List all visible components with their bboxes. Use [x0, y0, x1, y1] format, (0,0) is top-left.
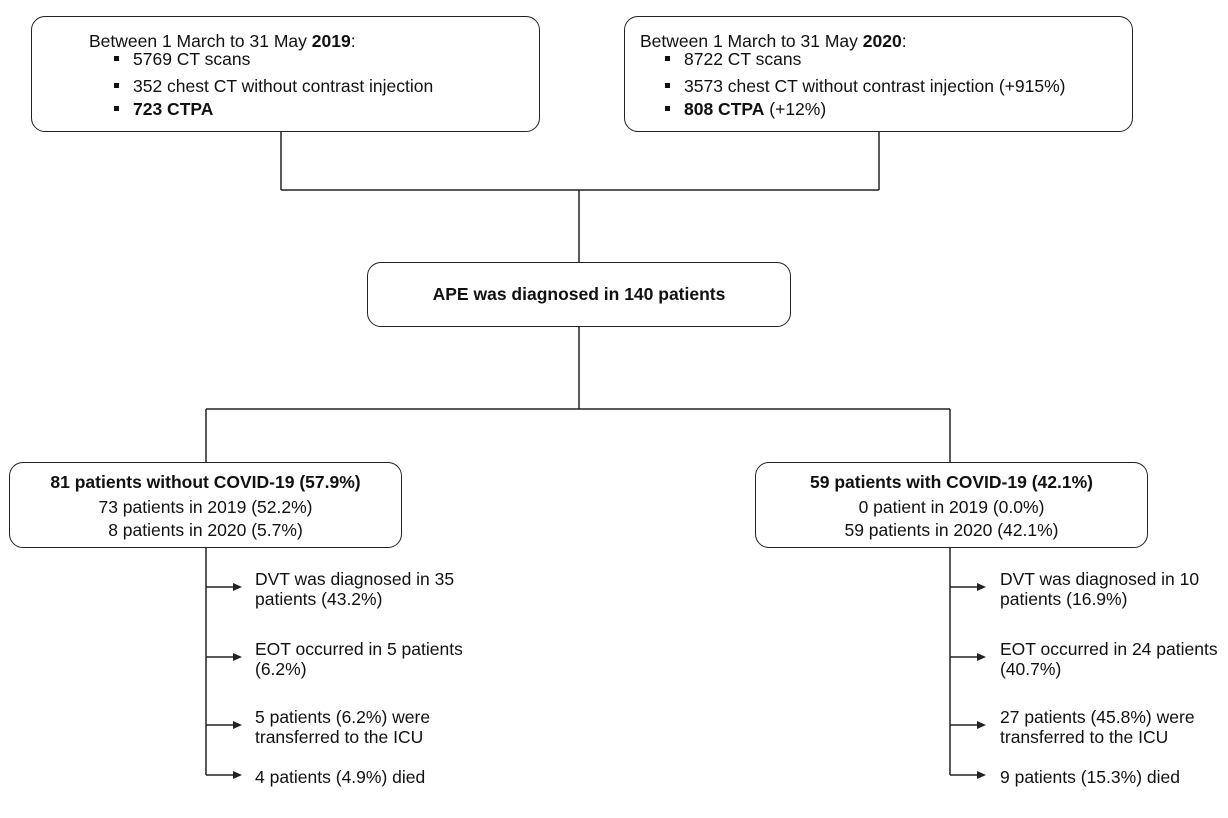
header-suffix: :	[350, 31, 356, 51]
arrowhead-right-icu	[977, 721, 986, 729]
left-outcome-icu: 5 patients (6.2%) were transferred to the…	[255, 707, 431, 747]
box-2019-item-2: 352 chest CT without contrast injection	[133, 76, 434, 96]
left-outcome-dvt: DVT was diagnosed in 35 patients (43.2%)	[255, 569, 455, 609]
right-outcome-dvt: DVT was diagnosed in 10 patients (16.9%)	[1000, 569, 1200, 609]
header-year: 2020	[862, 31, 902, 51]
right-outcome-died: 9 patients (15.3%) died	[1000, 767, 1180, 787]
arrowhead-right-dvt	[977, 583, 986, 591]
without-covid-line-2019: 73 patients in 2019 (52.2%)	[98, 497, 313, 517]
left-outcome-eot: EOT occurred in 5 patients (6.2%)	[255, 639, 463, 679]
box-2020-period	[624, 16, 1133, 132]
header-prefix: Between 1 March to 31 May	[89, 31, 312, 51]
box-2020-item-3: 808 CTPA (+12%)	[684, 99, 827, 119]
box-2020-item-2: 3573 chest CT without contrast injection…	[684, 76, 1066, 96]
bullet-icon	[665, 83, 670, 88]
bullet-icon	[114, 106, 119, 111]
without-covid-title: 81 patients without COVID-19 (57.9%)	[50, 472, 361, 492]
with-covid-line-2019: 0 patient in 2019 (0.0%)	[858, 497, 1045, 517]
with-covid-title: 59 patients with COVID-19 (42.1%)	[810, 472, 1093, 492]
ape-diagnosis-label: APE was diagnosed in 140 patients	[432, 284, 726, 304]
bullet-icon	[114, 56, 119, 61]
without-covid-line-2020: 8 patients in 2020 (5.7%)	[108, 520, 303, 540]
box-2020-item-1: 8722 CT scans	[684, 49, 802, 69]
header-year: 2019	[311, 31, 351, 51]
arrowhead-right-eot	[977, 653, 986, 661]
arrowhead-left-died	[233, 771, 242, 779]
box-with-covid	[755, 462, 1148, 548]
right-outcome-eot: EOT occurred in 24 patients (40.7%)	[1000, 639, 1218, 679]
with-covid-line-2020: 59 patients in 2020 (42.1%)	[844, 520, 1059, 540]
arrowhead-right-died	[977, 771, 986, 779]
box-without-covid	[9, 462, 402, 548]
bullet-icon	[665, 106, 670, 111]
header-suffix: :	[901, 31, 907, 51]
box-2019-period	[31, 16, 540, 132]
arrowhead-left-eot	[233, 653, 242, 661]
right-outcome-icu: 27 patients (45.8%) were transferred to t…	[1000, 707, 1195, 747]
arrowhead-left-dvt	[233, 583, 242, 591]
header-prefix: Between 1 March to 31 May	[640, 31, 863, 51]
left-outcome-died: 4 patients (4.9%) died	[255, 767, 426, 787]
box-2019-header: Between 1 March to 31 May 2019:	[89, 31, 356, 51]
bullet-icon	[665, 56, 670, 61]
box-ape-diagnosis	[367, 262, 791, 327]
arrowhead-left-icu	[233, 721, 242, 729]
box-2020-header: Between 1 March to 31 May 2020:	[640, 31, 907, 51]
bullet-icon	[114, 83, 119, 88]
box-2019-item-3: 723 CTPA	[133, 99, 214, 119]
box-2019-item-1: 5769 CT scans	[133, 49, 251, 69]
